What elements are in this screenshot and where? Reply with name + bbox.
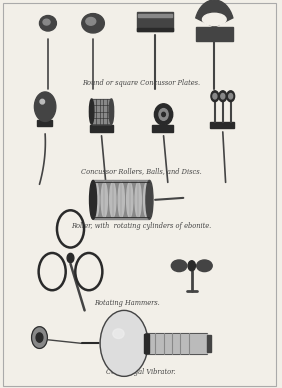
Ellipse shape: [82, 14, 104, 33]
Bar: [145, 333, 207, 354]
Circle shape: [211, 91, 219, 102]
Bar: [138, 14, 172, 17]
Text: Rotating Hammers.: Rotating Hammers.: [94, 300, 160, 307]
Ellipse shape: [109, 99, 114, 124]
Circle shape: [229, 94, 233, 99]
Circle shape: [227, 91, 235, 102]
Ellipse shape: [127, 182, 133, 217]
Ellipse shape: [86, 17, 96, 25]
Ellipse shape: [162, 113, 165, 117]
Ellipse shape: [110, 182, 116, 217]
Bar: [144, 334, 149, 353]
Circle shape: [188, 261, 195, 271]
Circle shape: [219, 91, 227, 102]
Circle shape: [221, 94, 225, 99]
Bar: [210, 122, 234, 128]
Ellipse shape: [39, 16, 56, 31]
Bar: [90, 125, 113, 132]
Ellipse shape: [171, 260, 187, 272]
Ellipse shape: [89, 180, 96, 219]
Ellipse shape: [202, 13, 226, 26]
Bar: [37, 120, 52, 126]
Ellipse shape: [118, 182, 124, 217]
Circle shape: [67, 253, 74, 263]
Bar: [137, 28, 173, 31]
Ellipse shape: [135, 182, 141, 217]
Ellipse shape: [155, 104, 173, 125]
Wedge shape: [196, 0, 233, 27]
Ellipse shape: [40, 99, 45, 104]
Circle shape: [36, 333, 43, 342]
Circle shape: [32, 327, 47, 348]
Ellipse shape: [146, 180, 153, 219]
Bar: [93, 180, 149, 219]
Bar: [92, 99, 111, 124]
Text: Round or square Concussor Plates.: Round or square Concussor Plates.: [82, 80, 200, 87]
Ellipse shape: [159, 109, 168, 120]
Text: Centrifugal Vibrator.: Centrifugal Vibrator.: [106, 368, 176, 376]
Ellipse shape: [89, 99, 94, 124]
Ellipse shape: [113, 329, 124, 338]
Bar: [207, 334, 211, 352]
Circle shape: [100, 310, 148, 376]
Ellipse shape: [93, 182, 99, 217]
Bar: [196, 27, 233, 41]
Text: Concussor Rollers, Balls, and Discs.: Concussor Rollers, Balls, and Discs.: [81, 168, 201, 175]
Text: Roller, with  rotating cylinders of ebonite.: Roller, with rotating cylinders of eboni…: [71, 222, 211, 230]
Ellipse shape: [101, 182, 107, 217]
Circle shape: [34, 92, 56, 121]
Ellipse shape: [43, 19, 50, 25]
Bar: [137, 12, 173, 31]
Ellipse shape: [144, 182, 150, 217]
Bar: [152, 125, 173, 132]
Circle shape: [213, 94, 217, 99]
Ellipse shape: [197, 260, 212, 272]
